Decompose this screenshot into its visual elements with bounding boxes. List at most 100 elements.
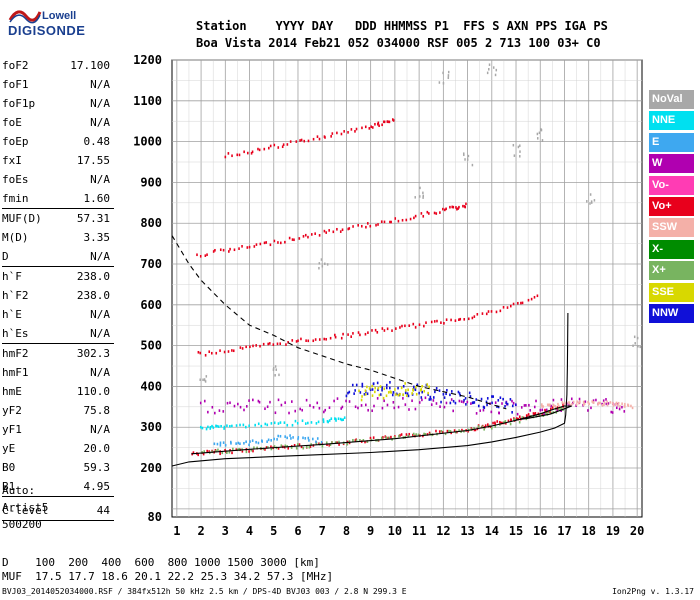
data-point [597, 402, 599, 406]
param-row: B0 59.3 [2, 458, 112, 477]
data-point [451, 205, 454, 209]
data-point [248, 450, 250, 453]
data-point [262, 342, 265, 346]
data-point [342, 332, 344, 336]
data-point [385, 383, 388, 387]
auto-code: 500200 [2, 518, 42, 531]
y-tick-label: 1000 [133, 135, 162, 149]
data-point [341, 418, 343, 422]
data-point [377, 223, 379, 226]
data-point [291, 400, 293, 403]
data-point [359, 439, 361, 442]
data-point [467, 154, 470, 158]
data-point [316, 135, 319, 138]
data-point [328, 419, 331, 422]
auto-label: Auto: [2, 484, 36, 497]
data-point [549, 410, 551, 414]
data-point [315, 440, 317, 444]
x-tick-label: 6 [294, 524, 301, 538]
data-point [269, 342, 271, 345]
data-point [603, 403, 605, 406]
data-point [404, 382, 406, 385]
data-point [621, 405, 623, 409]
param-value: N/A [90, 327, 110, 340]
data-point [450, 398, 453, 401]
data-point [369, 224, 372, 228]
data-point [329, 336, 332, 340]
y-tick-label: 200 [140, 461, 162, 475]
data-point [232, 349, 235, 353]
logo-wave-icon [8, 10, 42, 24]
data-point [365, 403, 367, 407]
param-row: C-level 44 [2, 501, 112, 520]
data-point [374, 390, 376, 394]
data-point [237, 441, 240, 445]
data-point [381, 388, 383, 392]
data-point [465, 202, 467, 206]
data-point [427, 391, 429, 395]
data-point [215, 424, 217, 428]
data-point [560, 409, 562, 412]
data-point [447, 74, 450, 77]
data-point [339, 417, 342, 421]
data-point [584, 400, 587, 404]
data-point [334, 417, 337, 421]
data-point [454, 319, 457, 322]
param-row: h`F2 238.0 [2, 286, 112, 305]
data-point [342, 418, 344, 421]
data-point [462, 400, 465, 404]
data-point [423, 389, 426, 393]
data-point [487, 310, 490, 313]
data-point [296, 443, 299, 446]
data-point [231, 349, 233, 352]
data-point [512, 401, 515, 405]
data-point [597, 401, 600, 405]
data-point [560, 398, 563, 401]
data-point [550, 411, 553, 415]
data-point [232, 447, 234, 451]
curve-dashed-mufd [171, 235, 507, 410]
data-point [366, 392, 369, 396]
data-point [312, 405, 315, 409]
data-point [502, 397, 504, 401]
data-point [300, 138, 303, 142]
data-point [406, 392, 409, 395]
data-point [561, 401, 564, 404]
data-point [392, 391, 395, 394]
data-point [214, 248, 216, 252]
data-point [235, 424, 238, 427]
logo-line2: DIGISONDE [8, 23, 86, 38]
data-point [274, 374, 276, 377]
data-point [242, 423, 245, 427]
data-point [266, 423, 269, 427]
data-point [471, 163, 474, 167]
data-point [393, 436, 396, 439]
data-point [320, 440, 323, 444]
data-point [421, 398, 423, 402]
data-point [217, 425, 220, 428]
data-point [239, 346, 242, 349]
footer-file-info: BVJ03_2014052034000.RSF / 384fx512h 50 k… [2, 587, 407, 596]
data-point [325, 337, 327, 341]
param-separator [2, 520, 114, 521]
data-point [362, 439, 365, 442]
data-point [365, 225, 367, 229]
data-point [476, 312, 479, 316]
data-point [578, 397, 581, 401]
data-point [523, 404, 526, 407]
data-point [248, 424, 250, 428]
data-point [287, 340, 289, 344]
data-point [322, 418, 325, 421]
data-point [449, 401, 452, 405]
data-point [624, 402, 626, 406]
param-name: D [2, 250, 9, 263]
data-point [192, 451, 195, 454]
data-point [422, 215, 425, 218]
data-point [318, 234, 321, 237]
data-point [371, 329, 373, 332]
data-point [318, 137, 321, 141]
data-point [489, 425, 492, 429]
data-point [614, 402, 617, 406]
data-point [274, 365, 277, 368]
data-point [379, 385, 382, 388]
